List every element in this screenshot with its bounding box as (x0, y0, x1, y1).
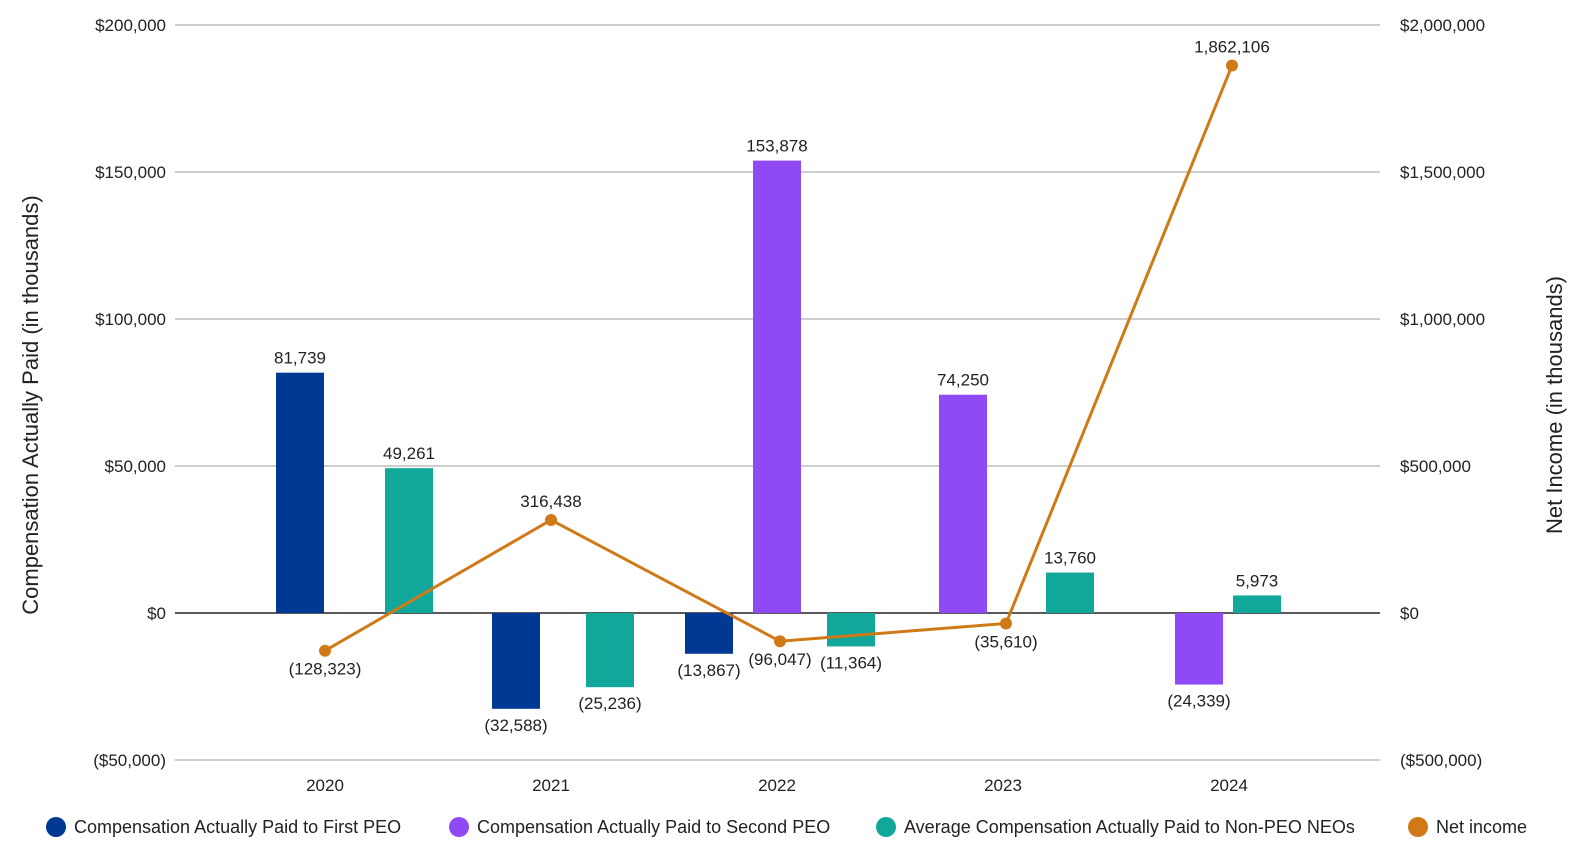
net-income-point (545, 513, 557, 526)
y-tick-label: ($50,000) (93, 751, 166, 770)
x-tick-label: 2024 (1210, 776, 1248, 795)
net-income-point (1000, 617, 1012, 630)
axis-ticks: ($50,000) $0 $50,000 $100,000 $150,000 $200,0… (93, 16, 1485, 795)
y2-axis-title: Net Income (in thousands) (1542, 276, 1567, 534)
y-axis-title: Compensation Actually Paid (in thousands… (18, 195, 43, 614)
data-label: 1,862,106 (1194, 38, 1270, 57)
bar (1175, 613, 1223, 685)
data-label: (25,236) (578, 694, 641, 713)
x-tick-label: 2022 (758, 776, 796, 795)
legend-swatch (449, 817, 469, 837)
bar (586, 613, 634, 688)
data-label: 49,261 (383, 444, 435, 463)
y2-tick-label: $1,500,000 (1400, 163, 1485, 182)
data-label: (32,588) (484, 716, 547, 735)
y-tick-label: $150,000 (95, 163, 166, 182)
y2-tick-label: $0 (1400, 604, 1419, 623)
bar (1046, 572, 1094, 613)
data-label: (11,364) (820, 653, 882, 672)
y2-tick-label: $2,000,000 (1400, 16, 1485, 35)
y2-tick-label: ($500,000) (1400, 751, 1482, 770)
data-label: 153,878 (746, 137, 807, 156)
data-label: 81,739 (274, 349, 326, 368)
x-tick-label: 2021 (532, 776, 570, 795)
bar (753, 160, 801, 613)
data-labels: 81,739 (32,588) (13,867) 153,878 74,250 (24,3… (274, 38, 1278, 735)
legend: Compensation Actually Paid to First PEO C… (46, 817, 1527, 837)
y-tick-label: $0 (147, 604, 166, 623)
y-tick-label: $100,000 (95, 310, 166, 329)
x-tick-label: 2023 (984, 776, 1022, 795)
net-income-point (774, 635, 786, 648)
data-label: (128,323) (289, 660, 362, 679)
legend-label: Compensation Actually Paid to First PEO (74, 817, 401, 837)
legend-label: Average Compensation Actually Paid to No… (904, 817, 1355, 837)
data-label: 5,973 (1236, 571, 1279, 590)
data-label: 316,438 (520, 492, 581, 511)
y-tick-label: $200,000 (95, 16, 166, 35)
bar (492, 613, 540, 709)
y-tick-label: $50,000 (105, 457, 166, 476)
legend-label: Net income (1436, 817, 1527, 837)
net-income-point (319, 644, 331, 657)
legend-label: Compensation Actually Paid to Second PEO (477, 817, 830, 837)
bar (385, 468, 433, 613)
data-label: 74,250 (937, 371, 989, 390)
bar (939, 394, 987, 613)
y2-tick-label: $1,000,000 (1400, 310, 1485, 329)
data-label: (96,047) (748, 650, 811, 669)
legend-swatch (876, 817, 896, 837)
bars (276, 160, 1281, 709)
net-income-line (319, 59, 1238, 657)
net-income-point (1226, 59, 1238, 72)
bar (1233, 595, 1281, 613)
legend-swatch (46, 817, 66, 837)
data-label: (13,867) (677, 661, 740, 680)
data-label: (24,339) (1167, 692, 1230, 711)
bar (827, 613, 875, 647)
data-label: (35,610) (974, 632, 1037, 651)
bar (685, 613, 733, 654)
x-tick-label: 2020 (306, 776, 344, 795)
y2-tick-label: $500,000 (1400, 457, 1471, 476)
legend-swatch (1408, 817, 1428, 837)
data-label: 13,760 (1044, 549, 1096, 568)
bar (276, 372, 324, 613)
